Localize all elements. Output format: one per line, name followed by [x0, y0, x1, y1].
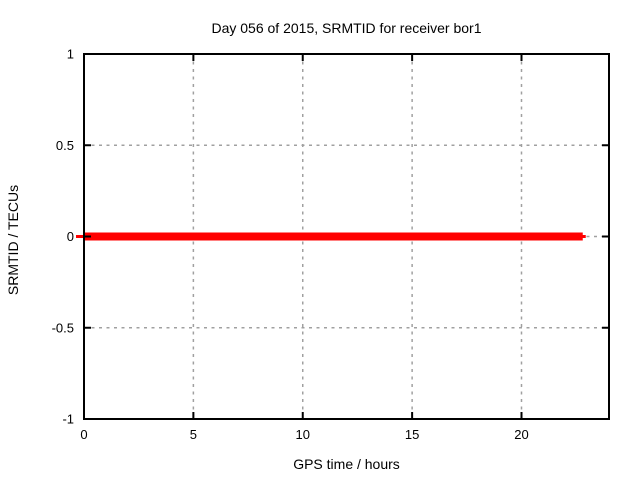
x-tick-label: 10 [296, 427, 310, 442]
x-tick-label: 5 [190, 427, 197, 442]
y-tick-label: -0.5 [52, 320, 74, 335]
y-tick-label: 1 [67, 47, 74, 62]
x-tick-label: 15 [405, 427, 419, 442]
x-tick-label: 0 [80, 427, 87, 442]
y-tick-label: 0 [67, 229, 74, 244]
y-axis-label: SRMTID / TECUs [5, 184, 21, 296]
y-tick-label: 0.5 [56, 138, 74, 153]
x-axis-label: GPS time / hours [293, 456, 400, 472]
y-tick-label: -1 [62, 412, 74, 427]
chart-title: Day 056 of 2015, SRMTID for receiver bor… [211, 20, 482, 36]
x-tick-label: 20 [514, 427, 528, 442]
